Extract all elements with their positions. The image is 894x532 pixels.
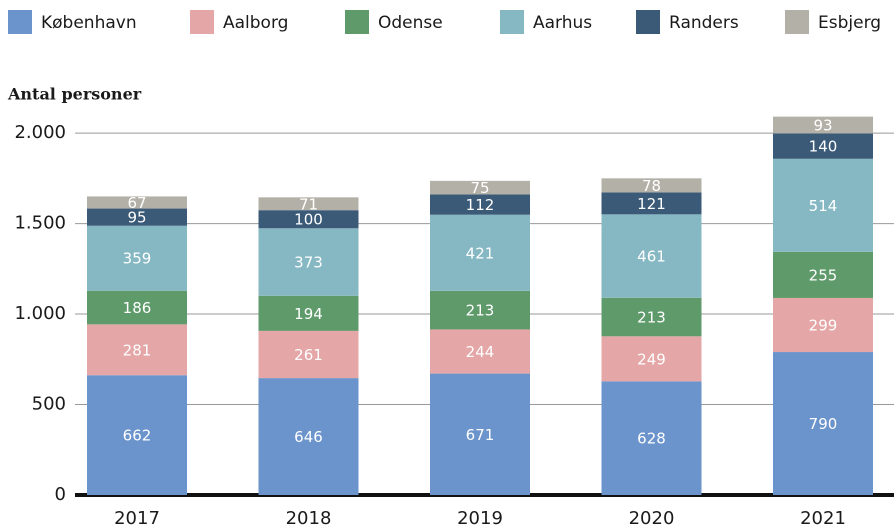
bar-segment bbox=[87, 225, 187, 291]
legend-swatch bbox=[785, 10, 809, 34]
y-tick-label: 0 bbox=[55, 484, 66, 505]
bar-segment bbox=[773, 116, 873, 134]
data-label: 194 bbox=[294, 305, 323, 323]
bar-segment bbox=[258, 197, 359, 211]
bar-segment bbox=[601, 214, 702, 298]
data-label: 71 bbox=[299, 195, 318, 213]
data-label: 662 bbox=[123, 427, 152, 445]
data-label: 186 bbox=[123, 299, 152, 317]
bar-segment bbox=[601, 336, 702, 382]
data-label: 95 bbox=[127, 209, 146, 227]
bar-segment bbox=[773, 297, 873, 353]
data-label: 373 bbox=[294, 254, 323, 272]
data-label: 213 bbox=[466, 302, 495, 320]
bar-segment bbox=[430, 373, 530, 495]
data-label: 244 bbox=[466, 343, 495, 361]
x-tick-label: 2020 bbox=[629, 508, 675, 529]
data-label: 299 bbox=[809, 316, 838, 334]
legend-label: Odense bbox=[378, 13, 443, 33]
bar-segment bbox=[258, 295, 359, 331]
bar-segment bbox=[773, 251, 873, 298]
y-tick-label: 1.500 bbox=[14, 213, 66, 234]
data-label: 646 bbox=[294, 428, 323, 446]
data-label: 213 bbox=[637, 309, 666, 327]
legend-label: Esbjerg bbox=[818, 13, 881, 33]
bar-segment bbox=[87, 324, 187, 376]
bar-segment bbox=[601, 381, 702, 495]
legend-swatch bbox=[500, 10, 524, 34]
bar-segment bbox=[430, 214, 530, 291]
bar-segment bbox=[601, 178, 702, 193]
x-tick-label: 2018 bbox=[286, 508, 332, 529]
data-label: 140 bbox=[809, 138, 838, 156]
legend-swatch bbox=[8, 10, 32, 34]
data-label: 78 bbox=[642, 177, 661, 195]
bar-segment bbox=[87, 196, 187, 209]
data-label: 790 bbox=[809, 415, 838, 433]
bar-segment bbox=[430, 290, 530, 330]
bar-segment bbox=[258, 330, 359, 379]
data-label: 93 bbox=[813, 117, 832, 135]
data-label: 461 bbox=[637, 248, 666, 266]
data-label: 112 bbox=[466, 196, 495, 214]
data-label: 67 bbox=[127, 194, 146, 212]
bar-segment bbox=[258, 378, 359, 495]
legend-label: Randers bbox=[669, 13, 739, 33]
data-label: 261 bbox=[294, 346, 323, 364]
data-label: 249 bbox=[637, 350, 666, 368]
y-tick-label: 500 bbox=[32, 394, 66, 415]
bar-segment bbox=[430, 180, 530, 195]
bar-segment bbox=[773, 158, 873, 252]
legend-label: Aarhus bbox=[533, 13, 592, 33]
bar-segment bbox=[773, 352, 873, 495]
data-label: 100 bbox=[294, 211, 323, 229]
bar-segment bbox=[87, 375, 187, 495]
bar-segment bbox=[430, 194, 530, 215]
data-label: 671 bbox=[466, 426, 495, 444]
y-tick-label: 2.000 bbox=[14, 122, 66, 143]
data-label: 628 bbox=[637, 430, 666, 448]
data-label: 255 bbox=[809, 266, 838, 284]
legend-label: København bbox=[41, 13, 137, 33]
legend-swatch bbox=[190, 10, 214, 34]
x-tick-label: 2017 bbox=[114, 508, 160, 529]
bar-segment bbox=[601, 297, 702, 337]
y-axis-title: Antal personer bbox=[7, 85, 142, 104]
data-label: 281 bbox=[123, 341, 152, 359]
bar-segment bbox=[773, 133, 873, 159]
legend-swatch bbox=[345, 10, 369, 34]
x-tick-label: 2019 bbox=[457, 508, 503, 529]
x-tick-label: 2021 bbox=[800, 508, 846, 529]
legend-swatch bbox=[636, 10, 660, 34]
bar-segment bbox=[258, 210, 359, 229]
data-label: 421 bbox=[466, 244, 495, 262]
data-label: 121 bbox=[637, 195, 666, 213]
data-label: 514 bbox=[809, 197, 838, 215]
legend-label: Aalborg bbox=[223, 13, 288, 33]
bar-segment bbox=[258, 228, 359, 296]
y-tick-label: 1.000 bbox=[14, 303, 66, 324]
bar-segment bbox=[87, 208, 187, 226]
bar-segment bbox=[601, 192, 702, 215]
bar-segment bbox=[430, 329, 530, 374]
data-label: 75 bbox=[470, 179, 489, 197]
data-label: 359 bbox=[123, 250, 152, 268]
bar-segment bbox=[87, 290, 187, 325]
